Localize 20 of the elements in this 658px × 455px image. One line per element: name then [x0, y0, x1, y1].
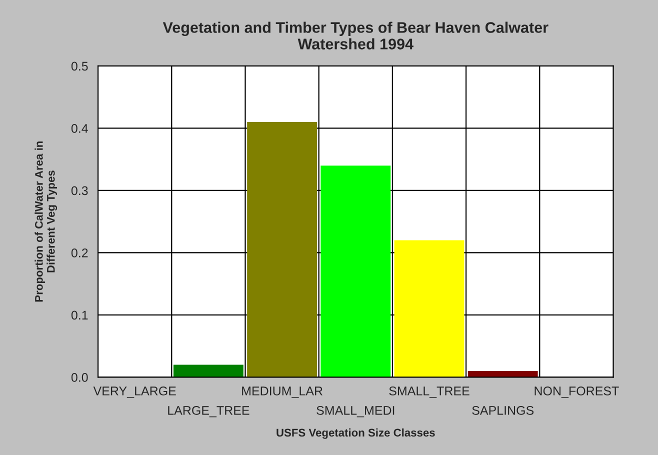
x-tick-label: SAPLINGS	[472, 406, 534, 415]
x-tick-label: MEDIUM_LAR	[242, 386, 322, 398]
x-tick-label: NON_FOREST	[534, 386, 619, 398]
bar	[173, 364, 244, 378]
y-tick-label: 0.4	[71, 124, 88, 133]
y-tick-label: 0.0	[71, 372, 88, 382]
x-tick-label: VERY_LARGE	[93, 386, 176, 398]
y-axis-title: Proportion of CalWater Area in Different Veg Types	[34, 142, 58, 302]
bar	[320, 166, 391, 378]
x-tick-label: LARGE_TREE	[168, 406, 250, 418]
x-tick-label: SMALL_TREE	[389, 386, 470, 398]
y-tick-label: 0.3	[71, 186, 88, 196]
chart-title: Vegetation and Timber Types of Bear Haven Calwater Watershed 1994	[162, 22, 548, 50]
y-tick-label: 0.5	[71, 62, 88, 71]
x-axis-title: USFS Vegetation Size Classes	[276, 428, 435, 439]
bar	[394, 240, 464, 378]
bar	[247, 122, 318, 378]
y-tick-label: 0.2	[71, 248, 88, 258]
y-tick-label: 0.1	[71, 310, 88, 320]
x-tick-label: SMALL_MEDI	[316, 406, 394, 418]
